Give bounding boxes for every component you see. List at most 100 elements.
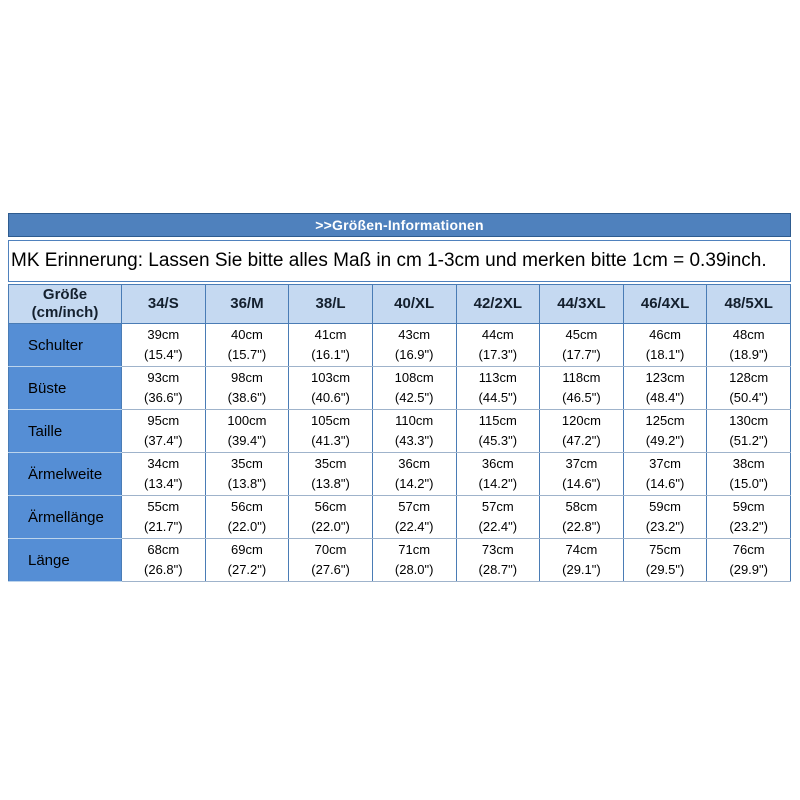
- size-cell-cm: 69cm: [231, 542, 263, 557]
- size-cell-inch: (29.5"): [645, 562, 685, 577]
- size-cell-cm: 57cm: [481, 499, 514, 514]
- size-cell-inch: (42.5"): [394, 390, 434, 405]
- size-cell: 93cm (36.6"): [121, 366, 206, 410]
- size-cell: 37cm (14.6"): [539, 452, 624, 496]
- size-cell-cm: 128cm: [729, 370, 769, 385]
- size-cell-cm: 105cm: [311, 413, 351, 428]
- size-cell-inch: (18.1"): [645, 347, 685, 362]
- size-cell-cm: 40cm: [231, 327, 263, 342]
- size-cell-inch: (13.8"): [227, 476, 267, 491]
- size-cell-inch: (51.2"): [729, 433, 768, 448]
- size-cell-inch: (41.3"): [311, 433, 350, 448]
- size-cell: 73cm (28.7"): [455, 538, 541, 582]
- size-cell: 115cm (45.3"): [455, 409, 541, 453]
- size-cell: 36cm (14.2"): [371, 452, 457, 496]
- size-cell-inch: (28.7"): [478, 562, 518, 577]
- size-cell: 130cm (51.2"): [706, 409, 791, 453]
- size-cell: 110cm (43.3"): [371, 409, 457, 453]
- size-cell-inch: (16.1"): [311, 347, 350, 362]
- size-cell-cm: 76cm: [732, 542, 765, 557]
- size-cell-inch: (38.6"): [227, 390, 267, 405]
- size-cell-cm: 98cm: [231, 370, 263, 385]
- size-cell: 75cm (29.5"): [622, 538, 708, 582]
- size-cell-inch: (13.4"): [144, 476, 183, 491]
- size-cell: 113cm (44.5"): [455, 366, 541, 410]
- size-cell: 40cm (15.7"): [204, 323, 290, 367]
- size-cell-inch: (43.3"): [394, 433, 434, 448]
- size-cell-inch: (37.4"): [144, 433, 183, 448]
- size-cell-cm: 95cm: [147, 413, 180, 428]
- size-cell: 35cm (13.8"): [204, 452, 290, 496]
- table-row: Büste 93cm (36.6") 98cm (38.6") 103cm (40.6") 1…: [8, 366, 791, 410]
- size-cell: 34cm (13.4"): [121, 452, 206, 496]
- size-cell: 58cm (22.8"): [539, 495, 624, 539]
- column-header: 46/4XL: [622, 284, 708, 324]
- size-cell-inch: (15.7"): [227, 347, 267, 362]
- table-row: Ärmelweite 34cm (13.4") 35cm (13.8") 35cm (13.…: [8, 452, 791, 496]
- size-cell-cm: 39cm: [147, 327, 180, 342]
- size-cell-cm: 68cm: [147, 542, 180, 557]
- size-table-header-row: Größe (cm/inch) 34/S 36/M 38/L 40/XL 42/2XL 4…: [8, 284, 791, 324]
- size-cell-inch: (27.2"): [227, 562, 267, 577]
- corner-header-line1: Größe: [42, 286, 88, 303]
- size-cell: 45cm (17.7"): [539, 323, 624, 367]
- size-cell: 41cm (16.1"): [288, 323, 373, 367]
- size-cell: 59cm (23.2"): [706, 495, 791, 539]
- size-cell: 100cm (39.4"): [204, 409, 290, 453]
- size-cell-inch: (22.4"): [478, 519, 518, 534]
- size-cell-cm: 58cm: [565, 499, 598, 514]
- size-cell-cm: 55cm: [147, 499, 180, 514]
- size-cell: 118cm (46.5"): [539, 366, 624, 410]
- size-cell-cm: 48cm: [732, 327, 765, 342]
- size-cell-inch: (14.2"): [394, 476, 434, 491]
- size-cell-cm: 115cm: [478, 413, 517, 428]
- size-cell: 125cm (49.2"): [622, 409, 708, 453]
- size-cell-inch: (40.6"): [311, 390, 350, 405]
- banner-title: >>Größen-Informationen: [315, 217, 484, 233]
- size-cell-cm: 123cm: [645, 370, 685, 385]
- size-cell: 120cm (47.2"): [539, 409, 624, 453]
- size-cell-cm: 57cm: [398, 499, 431, 514]
- table-row: Schulter 39cm (15.4") 40cm (15.7") 41cm (16.1"…: [8, 323, 791, 367]
- size-cell-cm: 35cm: [314, 456, 347, 471]
- column-header: 36/M: [204, 284, 290, 324]
- size-info-banner: >>Größen-Informationen: [8, 213, 791, 237]
- size-cell-inch: (13.8"): [311, 476, 350, 491]
- size-cell: 35cm (13.8"): [288, 452, 373, 496]
- table-row: Taille 95cm (37.4") 100cm (39.4") 105cm (41.3"…: [8, 409, 791, 453]
- size-cell-inch: (22.8"): [562, 519, 601, 534]
- size-cell-inch: (21.7"): [144, 519, 183, 534]
- size-cell-cm: 37cm: [649, 456, 681, 471]
- column-header: 38/L: [288, 284, 373, 324]
- size-cell-cm: 75cm: [649, 542, 681, 557]
- size-cell-inch: (39.4"): [227, 433, 267, 448]
- column-header: 34/S: [121, 284, 206, 324]
- size-cell-cm: 41cm: [314, 327, 347, 342]
- size-cell: 38cm (15.0"): [706, 452, 791, 496]
- corner-header-line2: (cm/inch): [31, 304, 99, 321]
- size-cell-cm: 118cm: [562, 370, 601, 385]
- size-cell-cm: 56cm: [314, 499, 347, 514]
- size-cell-cm: 70cm: [314, 542, 347, 557]
- size-cell-inch: (15.4"): [144, 347, 183, 362]
- size-cell-cm: 93cm: [147, 370, 180, 385]
- size-cell-cm: 100cm: [227, 413, 267, 428]
- size-cell-inch: (36.6"): [144, 390, 183, 405]
- reminder-text: MK Erinnerung: Lassen Sie bitte alles Ma…: [11, 250, 767, 271]
- size-cell-inch: (28.0"): [394, 562, 434, 577]
- size-cell-cm: 34cm: [147, 456, 180, 471]
- size-cell: 36cm (14.2"): [455, 452, 541, 496]
- size-cell-cm: 38cm: [732, 456, 765, 471]
- size-cell-cm: 103cm: [311, 370, 351, 385]
- column-header: 40/XL: [371, 284, 457, 324]
- size-cell-inch: (22.0"): [311, 519, 350, 534]
- size-cell: 55cm (21.7"): [121, 495, 206, 539]
- size-cell-cm: 125cm: [645, 413, 685, 428]
- table-row: Ärmellänge 55cm (21.7") 56cm (22.0") 56cm (22.…: [8, 495, 791, 539]
- size-table-body: Schulter 39cm (15.4") 40cm (15.7") 41cm (16.1"…: [8, 323, 791, 582]
- size-cell-inch: (22.4"): [394, 519, 434, 534]
- size-cell: 76cm (29.9"): [706, 538, 791, 582]
- size-cell-cm: 59cm: [649, 499, 681, 514]
- size-cell-cm: 74cm: [565, 542, 598, 557]
- size-cell: 57cm (22.4"): [455, 495, 541, 539]
